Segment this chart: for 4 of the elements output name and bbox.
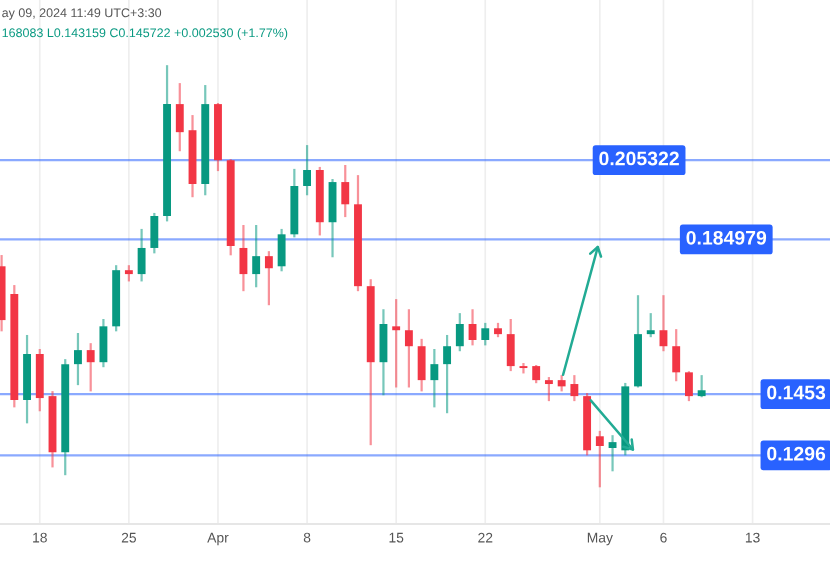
ref-line-label: 0.184979 bbox=[686, 230, 767, 245]
ref-line-label: 0.1296 bbox=[767, 446, 826, 461]
ref-line-label: 0.1453 bbox=[767, 385, 826, 400]
ref-line-label: 0.205322 bbox=[599, 151, 679, 166]
